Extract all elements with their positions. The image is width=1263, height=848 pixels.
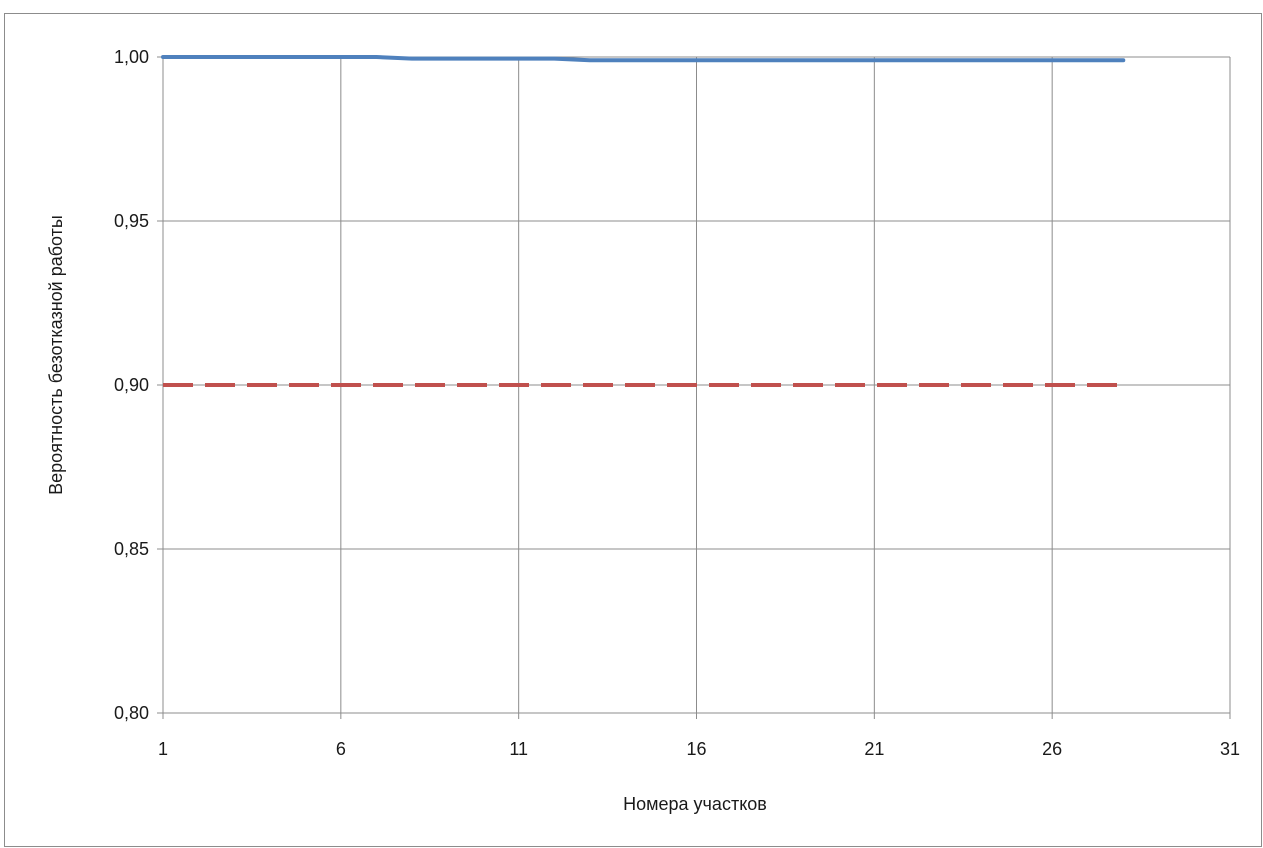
y-axis-title: Вероятность безотказной работы bbox=[46, 215, 66, 495]
x-tick-labels: 1 6 11 16 21 26 31 bbox=[158, 739, 1240, 759]
x-tick-label: 31 bbox=[1220, 739, 1240, 759]
series-lines bbox=[161, 55, 1126, 387]
axes bbox=[157, 56, 1231, 719]
y-tick-labels: 0,80 0,85 0,90 0,95 1,00 bbox=[114, 47, 149, 723]
x-tick-label: 16 bbox=[686, 739, 706, 759]
x-tick-label: 21 bbox=[864, 739, 884, 759]
y-tick-label: 0,85 bbox=[114, 539, 149, 559]
y-tick-label: 0,90 bbox=[114, 375, 149, 395]
y-tick-label: 0,95 bbox=[114, 211, 149, 231]
x-axis-title: Номера участков bbox=[623, 794, 767, 814]
x-tick-label: 11 bbox=[509, 739, 528, 759]
y-tick-label: 1,00 bbox=[114, 47, 149, 67]
series-line-1 bbox=[161, 55, 1126, 63]
x-tick-label: 6 bbox=[336, 739, 346, 759]
x-tick-label: 26 bbox=[1042, 739, 1062, 759]
y-tick-label: 0,80 bbox=[114, 703, 149, 723]
x-tick-label: 1 bbox=[158, 739, 168, 759]
